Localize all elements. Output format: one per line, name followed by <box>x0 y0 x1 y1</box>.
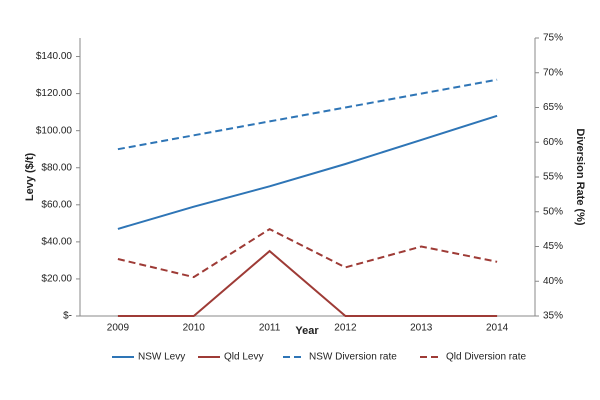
legend-label: NSW Levy <box>138 352 185 363</box>
series-line <box>117 249 498 317</box>
x-tick-label: 2011 <box>259 323 281 334</box>
x-tick-label: 2013 <box>410 323 433 334</box>
legend-label: Qld Levy <box>224 352 263 363</box>
y2-tick-label: 65% <box>543 102 563 113</box>
y-tick-label: $- <box>63 311 72 322</box>
y-tick-label: $20.00 <box>41 274 72 285</box>
y2-tick-label: 35% <box>543 311 563 322</box>
y2-tick-label: 40% <box>543 276 563 287</box>
y2-tick-label: 75% <box>543 33 563 44</box>
y2-tick-label: 55% <box>543 172 563 183</box>
y2-tick-label: 50% <box>543 206 563 217</box>
x-tick-label: 2010 <box>183 323 206 334</box>
x-axis-title: Year <box>295 325 319 337</box>
y-axis-title: Levy ($/t) <box>24 153 36 202</box>
legend-label: Qld Diversion rate <box>446 352 526 363</box>
y-tick-label: $80.00 <box>41 162 72 173</box>
series-line <box>117 227 498 279</box>
y2-tick-label: 60% <box>543 137 563 148</box>
x-tick-label: 2014 <box>486 323 509 334</box>
y-tick-label: $40.00 <box>41 237 72 248</box>
series-line <box>117 78 498 151</box>
y-tick-label: $60.00 <box>41 199 72 210</box>
legend-label: NSW Diversion rate <box>309 352 397 363</box>
y2-axis-title: Diversion Rate (%) <box>574 128 586 226</box>
y2-tick-label: 45% <box>543 241 563 252</box>
y-tick-label: $100.00 <box>36 125 73 136</box>
x-tick-label: 2009 <box>107 323 130 334</box>
series-line <box>117 114 498 230</box>
y-tick-label: $140.00 <box>36 51 73 62</box>
x-tick-label: 2012 <box>334 323 357 334</box>
y-tick-label: $120.00 <box>36 88 73 99</box>
y2-tick-label: 70% <box>543 67 563 78</box>
